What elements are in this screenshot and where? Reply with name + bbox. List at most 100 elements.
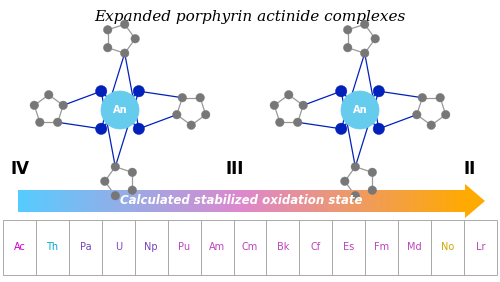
Bar [220,190,222,212]
Bar [300,190,302,212]
Circle shape [104,26,112,34]
Bar [216,190,218,212]
Circle shape [111,191,120,200]
Bar [76,190,78,212]
Bar [324,190,326,212]
Bar [50,190,51,212]
Bar [336,190,338,212]
Bar [186,190,188,212]
Bar [358,190,360,212]
Bar [350,190,352,212]
Bar [435,190,437,212]
Bar [389,190,391,212]
Bar [103,190,105,212]
Bar [316,190,318,212]
Bar [196,190,198,212]
Bar [146,190,148,212]
Bar [341,190,343,212]
Circle shape [427,121,436,129]
Bar [366,220,398,275]
Bar [364,190,366,212]
Bar [431,220,464,275]
Bar [306,190,308,212]
Text: II: II [464,160,476,178]
Bar [211,190,213,212]
Circle shape [442,111,450,119]
Bar [287,190,289,212]
Bar [408,190,410,212]
Circle shape [120,49,129,58]
Bar [270,190,272,212]
Bar [46,190,48,212]
Circle shape [44,91,53,99]
Bar [446,190,448,212]
Bar [304,190,306,212]
Circle shape [436,93,444,102]
Bar [57,190,59,212]
Bar [448,190,450,212]
Bar [346,190,348,212]
Bar [329,190,331,212]
Bar [392,190,394,212]
Bar [133,190,135,212]
Bar [458,190,460,212]
Bar [250,190,252,212]
Bar [251,190,253,212]
Bar [64,190,66,212]
Bar [139,190,141,212]
Circle shape [96,123,107,135]
Bar [338,190,340,212]
Bar [62,190,64,212]
Bar [157,190,159,212]
Bar [436,190,438,212]
Bar [323,190,325,212]
Bar [418,190,420,212]
Text: IV: IV [10,160,29,178]
Bar [284,190,286,212]
Bar [442,190,444,212]
Bar [3,220,36,275]
Bar [422,190,424,212]
Bar [428,190,430,212]
Bar [18,190,20,212]
Bar [164,190,166,212]
Bar [353,190,355,212]
Bar [394,190,396,212]
Bar [39,190,41,212]
Circle shape [360,49,369,58]
Bar [78,190,80,212]
Circle shape [373,85,384,97]
Bar [120,190,122,212]
Bar [374,190,376,212]
Bar [217,190,219,212]
Bar [230,190,232,212]
Bar [52,190,54,212]
Bar [281,190,283,212]
Bar [136,190,138,212]
Text: Md: Md [408,243,422,252]
Bar [198,190,200,212]
Bar [176,190,178,212]
Bar [75,190,77,212]
Circle shape [340,177,349,186]
Bar [190,190,192,212]
Bar [22,190,24,212]
Bar [400,190,402,212]
Bar [97,190,99,212]
Bar [42,190,44,212]
Bar [122,190,124,212]
Bar [104,190,106,212]
Bar [450,190,452,212]
Bar [256,190,258,212]
Bar [240,190,242,212]
Bar [58,190,60,212]
Circle shape [344,26,352,34]
Bar [90,190,92,212]
Bar [438,190,440,212]
Bar [390,190,392,212]
Bar [464,190,466,212]
Bar [44,190,46,212]
Bar [414,190,416,212]
Bar [266,220,300,275]
Bar [276,190,278,212]
